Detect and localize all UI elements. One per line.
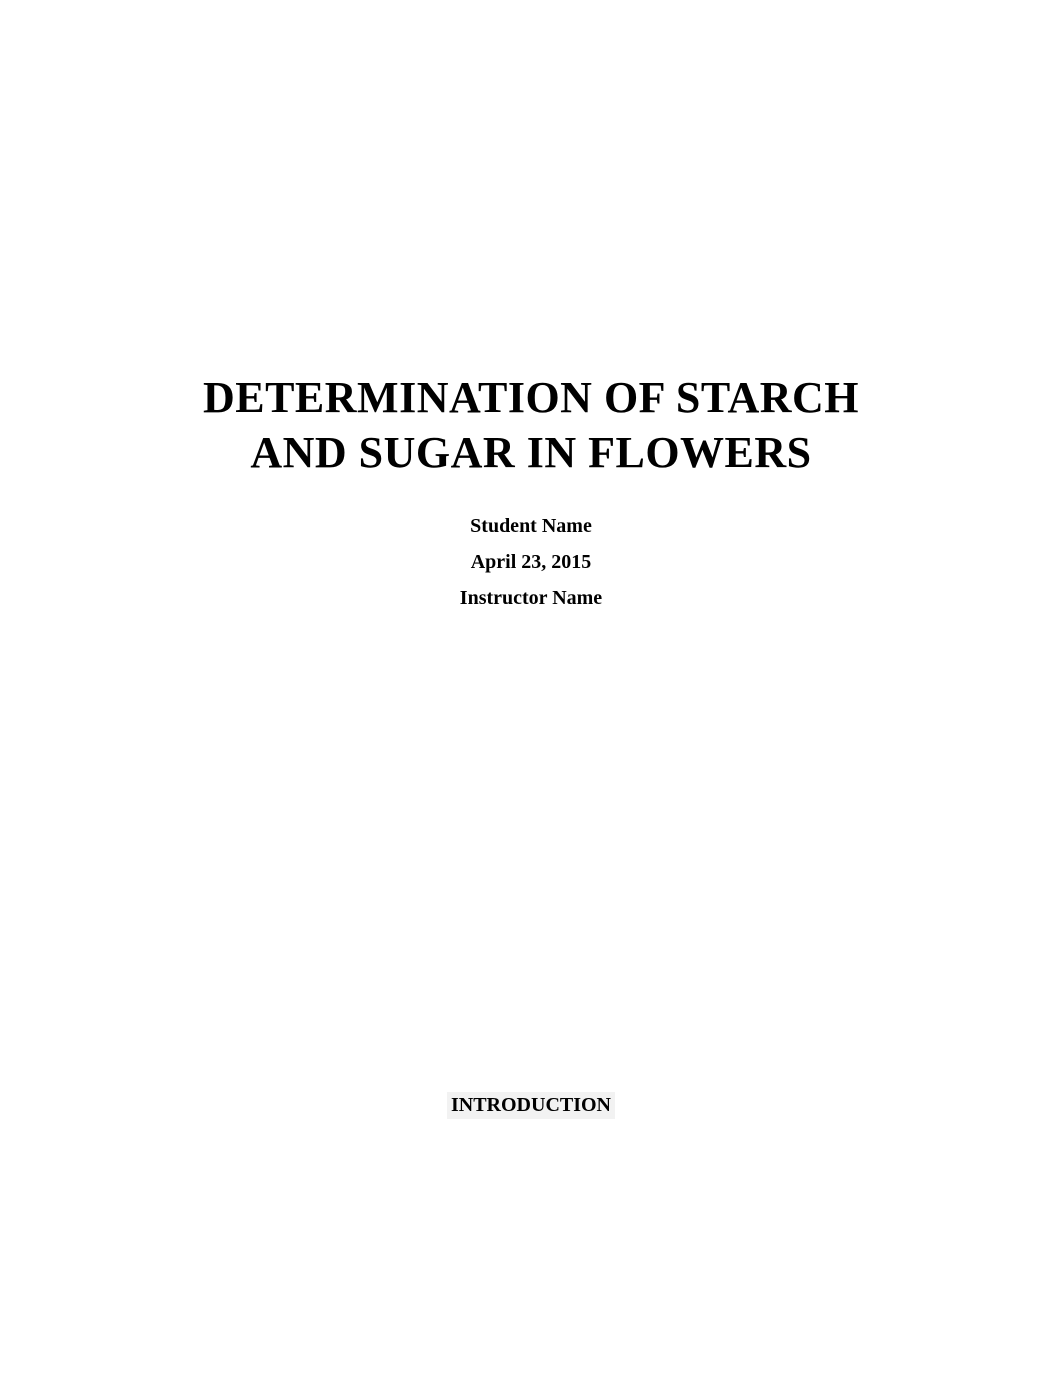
section-heading: INTRODUCTION	[447, 1092, 615, 1119]
meta-block: Student Name April 23, 2015 Instructor N…	[120, 508, 942, 616]
document-title-line1: DETERMINATION OF STARCH	[120, 370, 942, 425]
document-title-line2: AND SUGAR IN FLOWERS	[120, 425, 942, 480]
document-date: April 23, 2015	[120, 544, 942, 580]
title-block: DETERMINATION OF STARCH AND SUGAR IN FLO…	[120, 370, 942, 616]
instructor-name: Instructor Name	[120, 580, 942, 616]
section-heading-container: INTRODUCTION	[0, 1092, 1062, 1119]
student-name: Student Name	[120, 508, 942, 544]
document-page: DETERMINATION OF STARCH AND SUGAR IN FLO…	[0, 0, 1062, 1377]
